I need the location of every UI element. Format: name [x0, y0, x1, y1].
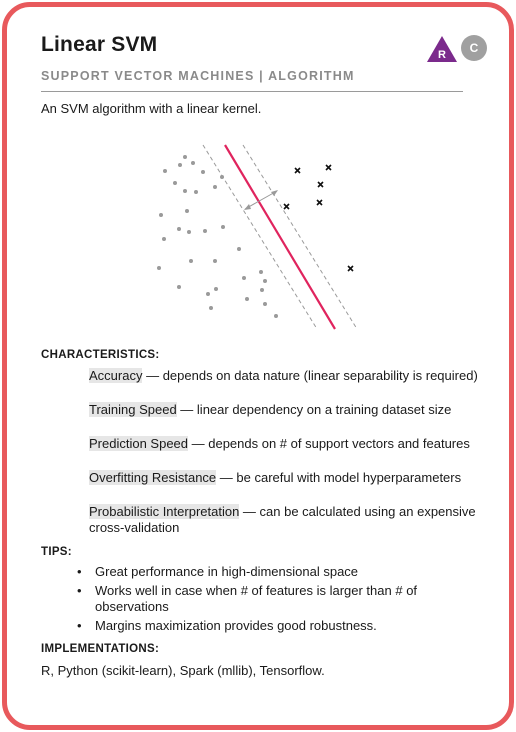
characteristic-description: — be careful with model hyperparameters: [216, 470, 462, 485]
implementations-heading: IMPLEMENTATIONS:: [41, 643, 160, 655]
implementations-text: R, Python (scikit-learn), Spark (mllib),…: [41, 663, 325, 678]
point: [185, 209, 189, 213]
class-b-crosses: [283, 164, 354, 272]
characteristic-description: — depends on data nature (linear separab…: [142, 368, 478, 383]
point: [221, 225, 225, 229]
point: [213, 259, 217, 263]
point: [194, 190, 198, 194]
cross: [347, 265, 354, 272]
point: [187, 230, 191, 234]
characteristic-name: Training Speed: [89, 402, 177, 417]
card-description: An SVM algorithm with a linear kernel.: [41, 101, 262, 116]
point: [183, 155, 187, 159]
margin-arrow-head-left: [244, 204, 251, 210]
cross: [283, 203, 290, 210]
characteristic-name: Overfitting Resistance: [89, 470, 217, 485]
point: [213, 185, 217, 189]
tips-heading: TIPS:: [41, 546, 72, 558]
point: [214, 287, 218, 291]
characteristic-name: Probabilistic Interpretation: [89, 504, 240, 519]
c-badge-icon: C: [461, 35, 487, 61]
point: [245, 297, 249, 301]
characteristic-description: — depends on # of support vectors and fe…: [188, 436, 470, 451]
card-subtitle: SUPPORT VECTOR MACHINES | ALGORITHM: [41, 69, 355, 83]
point: [209, 306, 213, 310]
r-badge-label: R: [438, 49, 446, 61]
point: [189, 259, 193, 263]
list-item: • Works well in case when # of features i…: [77, 583, 418, 614]
point: [177, 285, 181, 289]
cross: [294, 167, 301, 174]
point: [203, 229, 207, 233]
point: [263, 302, 267, 306]
point: [177, 227, 181, 231]
bullet-icon: •: [77, 564, 82, 579]
characteristics-heading: CHARACTERISTICS:: [41, 349, 160, 361]
r-badge-icon: R: [427, 36, 457, 62]
point: [259, 270, 263, 274]
point: [178, 163, 182, 167]
point: [263, 279, 267, 283]
point: [220, 175, 224, 179]
cross: [325, 164, 332, 171]
point: [183, 189, 187, 193]
tips-list: • Great performance in high-dimensional s…: [77, 564, 477, 637]
point: [159, 213, 163, 217]
margin-line-right: [242, 144, 358, 330]
point: [242, 276, 246, 280]
point: [237, 247, 241, 251]
class-a-points: [157, 155, 278, 318]
point: [201, 170, 205, 174]
characteristic-name: Accuracy: [89, 368, 143, 383]
point: [162, 237, 166, 241]
bullet-icon: •: [77, 583, 82, 598]
point: [157, 266, 161, 270]
list-item: • Margins maximization provides good robu…: [77, 618, 377, 633]
bullet-icon: •: [77, 618, 82, 633]
cross: [317, 181, 324, 188]
card-title: Linear SVM: [41, 33, 158, 56]
cross: [316, 199, 323, 206]
point: [191, 161, 195, 165]
point: [274, 314, 278, 318]
characteristic-description: — linear dependency on a training datase…: [176, 402, 452, 417]
point: [206, 292, 210, 296]
characteristic-name: Prediction Speed: [89, 436, 189, 451]
header-divider: [41, 91, 463, 92]
margin-arrow: [244, 190, 278, 210]
svm-diagram: [157, 144, 358, 330]
characteristic-description: — can be calculated using an expensive c…: [89, 504, 476, 535]
point: [173, 181, 177, 185]
margin-arrow-head-right: [271, 190, 278, 196]
point: [163, 169, 167, 173]
list-item: • Great performance in high-dimensional s…: [77, 564, 359, 579]
hyperplane-line: [224, 144, 336, 330]
point: [260, 288, 264, 292]
